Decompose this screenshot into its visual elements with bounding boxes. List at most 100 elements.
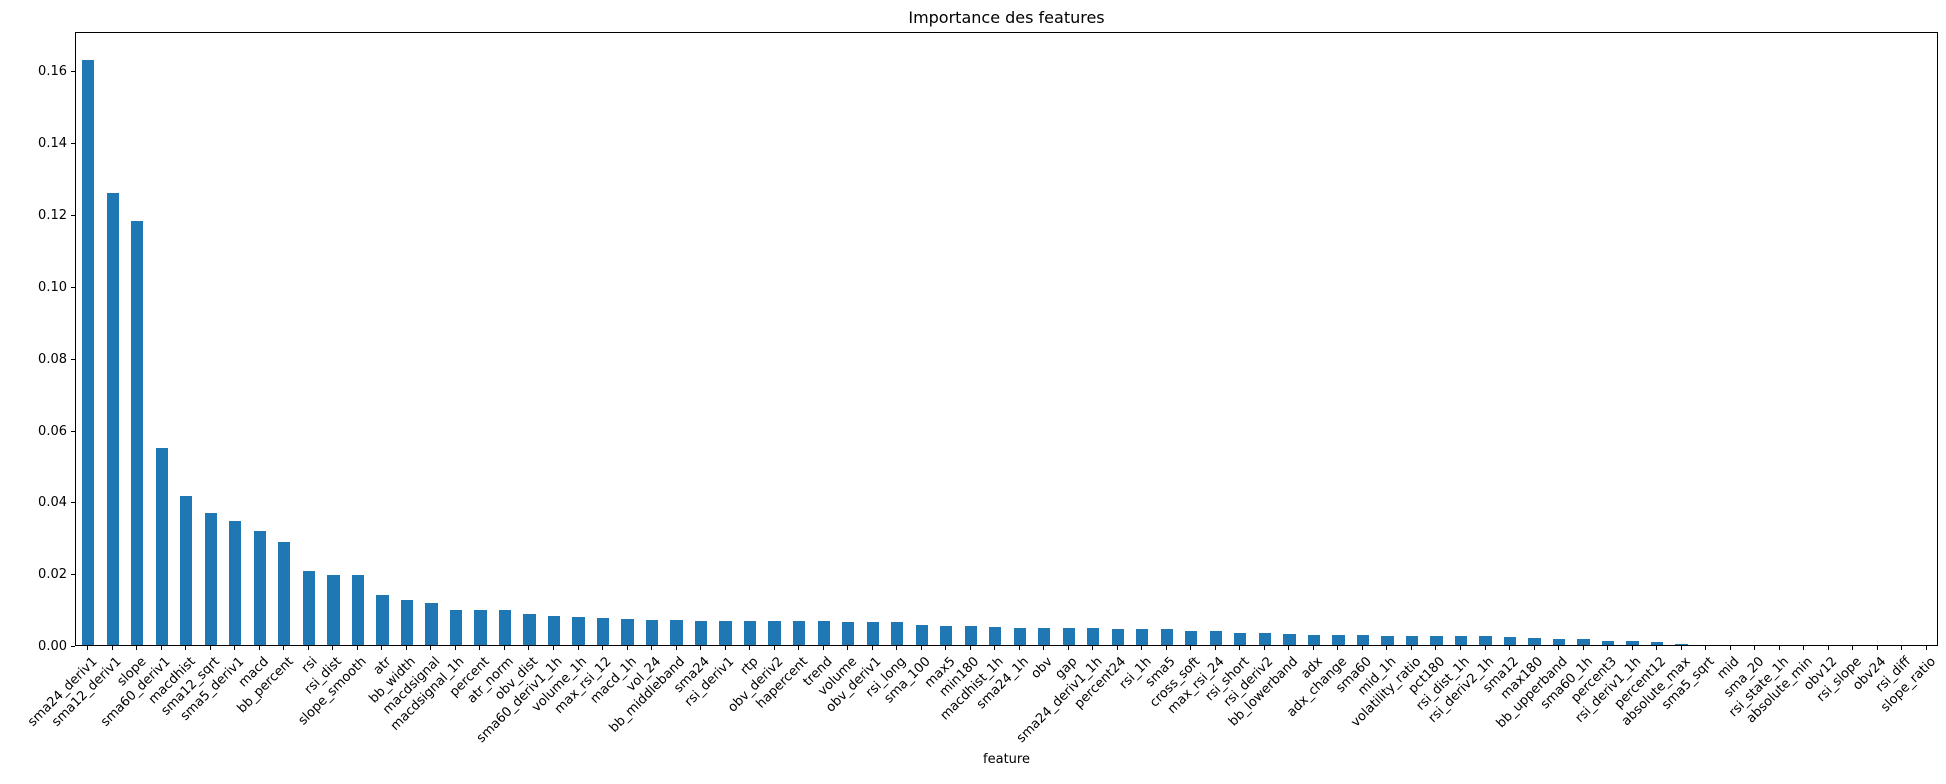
bar	[302, 571, 315, 645]
x-tick-mark	[1729, 646, 1731, 650]
bar	[1430, 636, 1443, 645]
x-tick-mark	[234, 646, 236, 650]
bar	[768, 621, 781, 645]
y-tick-mark	[71, 646, 75, 647]
x-tick-mark	[1656, 646, 1658, 650]
x-tick-mark	[1263, 646, 1265, 650]
chart-title: Importance des features	[908, 8, 1105, 27]
x-tick-mark	[332, 646, 334, 650]
y-tick-mark	[71, 286, 75, 288]
y-tick-label: 0.10	[38, 279, 67, 295]
bar	[1528, 638, 1541, 645]
bar	[1038, 628, 1051, 645]
bar	[719, 621, 732, 645]
plot-area	[75, 32, 1938, 646]
x-tick-mark	[945, 646, 947, 650]
y-tick-mark	[71, 215, 75, 217]
bar	[572, 617, 585, 645]
x-tick-mark	[1092, 646, 1094, 650]
bar	[131, 221, 144, 645]
x-tick-mark	[1288, 646, 1290, 650]
x-tick-mark	[1116, 646, 1118, 650]
x-tick-mark	[749, 646, 751, 650]
bar	[670, 620, 683, 645]
bar	[817, 621, 830, 645]
bar	[940, 626, 953, 645]
x-tick-mark	[405, 646, 407, 650]
x-tick-mark	[1827, 646, 1829, 650]
x-tick-mark	[258, 646, 260, 650]
bar	[106, 193, 119, 645]
x-tick-mark	[1386, 646, 1388, 650]
bar	[204, 513, 217, 645]
bar	[1626, 641, 1639, 645]
x-tick-mark	[1141, 646, 1143, 650]
x-tick-mark	[577, 646, 579, 650]
x-tick-mark	[1803, 646, 1805, 650]
x-tick-mark	[871, 646, 873, 650]
bar	[1381, 636, 1394, 645]
bar	[596, 618, 610, 645]
bar	[1650, 642, 1664, 645]
x-tick-mark	[1018, 646, 1020, 650]
bar	[449, 610, 463, 645]
bar	[82, 60, 95, 645]
x-tick-mark	[1361, 646, 1363, 650]
bar	[1136, 629, 1149, 645]
x-tick-mark	[994, 646, 996, 650]
y-tick-mark	[71, 143, 75, 145]
x-tick-mark	[724, 646, 726, 650]
x-tick-mark	[847, 646, 849, 650]
x-tick-mark	[1337, 646, 1339, 650]
x-tick-mark	[1190, 646, 1192, 650]
x-tick-mark	[626, 646, 628, 650]
x-tick-mark	[1680, 646, 1682, 650]
bar	[1013, 628, 1026, 645]
x-tick-mark	[1607, 646, 1609, 650]
bar	[891, 622, 904, 645]
x-tick-mark	[1754, 646, 1756, 650]
x-axis-label: feature	[983, 752, 1030, 767]
x-tick-mark	[160, 646, 162, 650]
x-tick-mark	[1876, 646, 1878, 650]
bar	[1577, 639, 1590, 645]
bar	[327, 575, 340, 645]
bar	[1479, 636, 1492, 645]
x-tick-mark	[430, 646, 432, 650]
x-tick-mark	[1533, 646, 1535, 650]
x-tick-mark	[602, 646, 604, 650]
bar	[155, 448, 168, 645]
x-tick-mark	[1214, 646, 1216, 650]
bar	[1405, 636, 1419, 645]
x-tick-mark	[553, 646, 554, 650]
x-tick-mark	[1778, 646, 1780, 650]
x-tick-mark	[185, 646, 187, 650]
x-tick-mark	[454, 646, 456, 650]
y-tick-mark	[71, 358, 75, 360]
bar	[1087, 628, 1100, 645]
bar	[351, 575, 365, 645]
x-tick-mark	[1705, 646, 1707, 650]
x-tick-mark	[1509, 646, 1511, 650]
bar	[229, 521, 242, 645]
bar	[621, 619, 634, 645]
bar	[866, 622, 879, 645]
bar	[1111, 629, 1124, 645]
y-tick-label: 0.02	[38, 567, 67, 583]
x-tick-mark	[1459, 646, 1461, 650]
bar	[498, 610, 512, 645]
bar	[1601, 641, 1615, 645]
bar	[425, 603, 438, 645]
x-tick-mark	[136, 646, 138, 650]
x-tick-mark	[1067, 646, 1069, 650]
x-tick-mark	[822, 646, 824, 650]
x-tick-mark	[969, 646, 971, 650]
bar	[743, 621, 757, 645]
x-tick-mark	[1901, 646, 1903, 650]
x-tick-mark	[479, 646, 481, 650]
y-tick-label: 0.04	[38, 495, 67, 511]
y-tick-label: 0.06	[38, 423, 67, 439]
bar	[1283, 634, 1296, 645]
x-tick-mark	[1852, 646, 1854, 650]
